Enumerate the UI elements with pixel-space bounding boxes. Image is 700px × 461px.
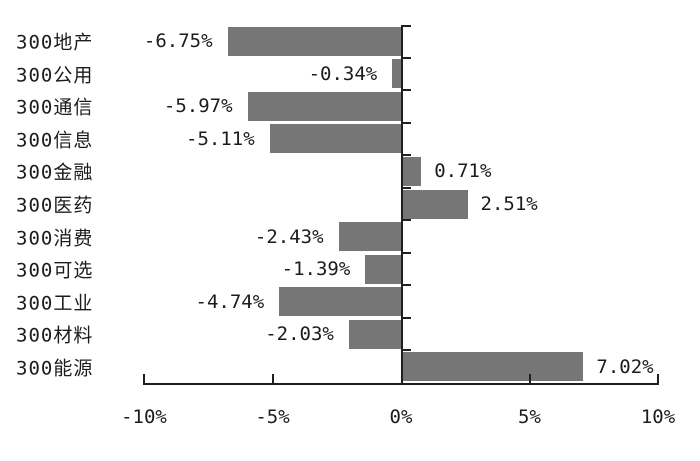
y-axis-tick: [403, 316, 411, 319]
bar-value-label: -5.97%: [163, 95, 233, 118]
bar-value-label: -4.74%: [195, 290, 265, 313]
bar: [403, 189, 468, 219]
bar-value-label: -0.34%: [308, 62, 378, 85]
y-axis-tick: [403, 89, 411, 92]
y-axis-tick: [403, 25, 411, 27]
x-axis-tick: [528, 374, 531, 383]
bar: [403, 156, 422, 186]
x-axis-tick: [143, 374, 145, 383]
category-label: 300可选: [16, 259, 94, 282]
bar: [269, 124, 401, 154]
x-axis-tick-label: 0%: [389, 406, 413, 428]
category-label: 300消费: [16, 227, 94, 250]
category-label: 300信息: [16, 129, 94, 152]
y-axis-tick: [403, 349, 411, 352]
bar: [392, 59, 401, 89]
bar-value-label: 7.02%: [596, 355, 654, 378]
x-axis-tick: [657, 374, 659, 383]
category-label: 300金融: [16, 161, 94, 184]
bar: [338, 222, 401, 252]
y-axis-tick: [403, 251, 411, 254]
x-axis-tick-label: -10%: [121, 406, 167, 428]
bar-value-label: -5.11%: [186, 127, 255, 150]
y-axis-tick: [403, 186, 411, 189]
category-label: 300通信: [16, 96, 94, 119]
x-axis-tick-label: -5%: [255, 406, 290, 428]
bar: [279, 287, 401, 317]
category-label: 300地产: [16, 31, 94, 54]
category-label: 300工业: [16, 292, 94, 315]
bar-value-label: -1.39%: [281, 258, 351, 281]
y-axis-tick: [403, 121, 411, 124]
y-axis-tick: [403, 56, 411, 59]
bar-value-label: 2.51%: [480, 193, 538, 215]
y-axis-tick: [403, 154, 411, 157]
category-label: 300材料: [16, 324, 94, 347]
y-axis-tick: [403, 284, 411, 287]
bar: [348, 319, 401, 349]
bar-value-label: -2.43%: [254, 225, 324, 248]
y-axis-line: [401, 25, 403, 385]
bar-value-label: -2.03%: [265, 323, 334, 346]
x-axis-tick-label: 10%: [640, 406, 676, 428]
bar: [227, 26, 401, 56]
x-axis-tick: [271, 374, 274, 383]
bar-value-label: 0.71%: [434, 160, 492, 183]
bar: [365, 254, 401, 284]
x-axis-tick-label: 5%: [518, 406, 541, 428]
bar: [247, 91, 401, 121]
bar: [403, 352, 584, 382]
category-label: 300医药: [16, 194, 94, 217]
y-axis-tick: [403, 219, 411, 222]
x-axis-line: [143, 383, 659, 385]
bar-value-label: -6.75%: [143, 30, 213, 53]
category-label: 300能源: [16, 357, 94, 380]
category-label: 300公用: [16, 64, 94, 87]
